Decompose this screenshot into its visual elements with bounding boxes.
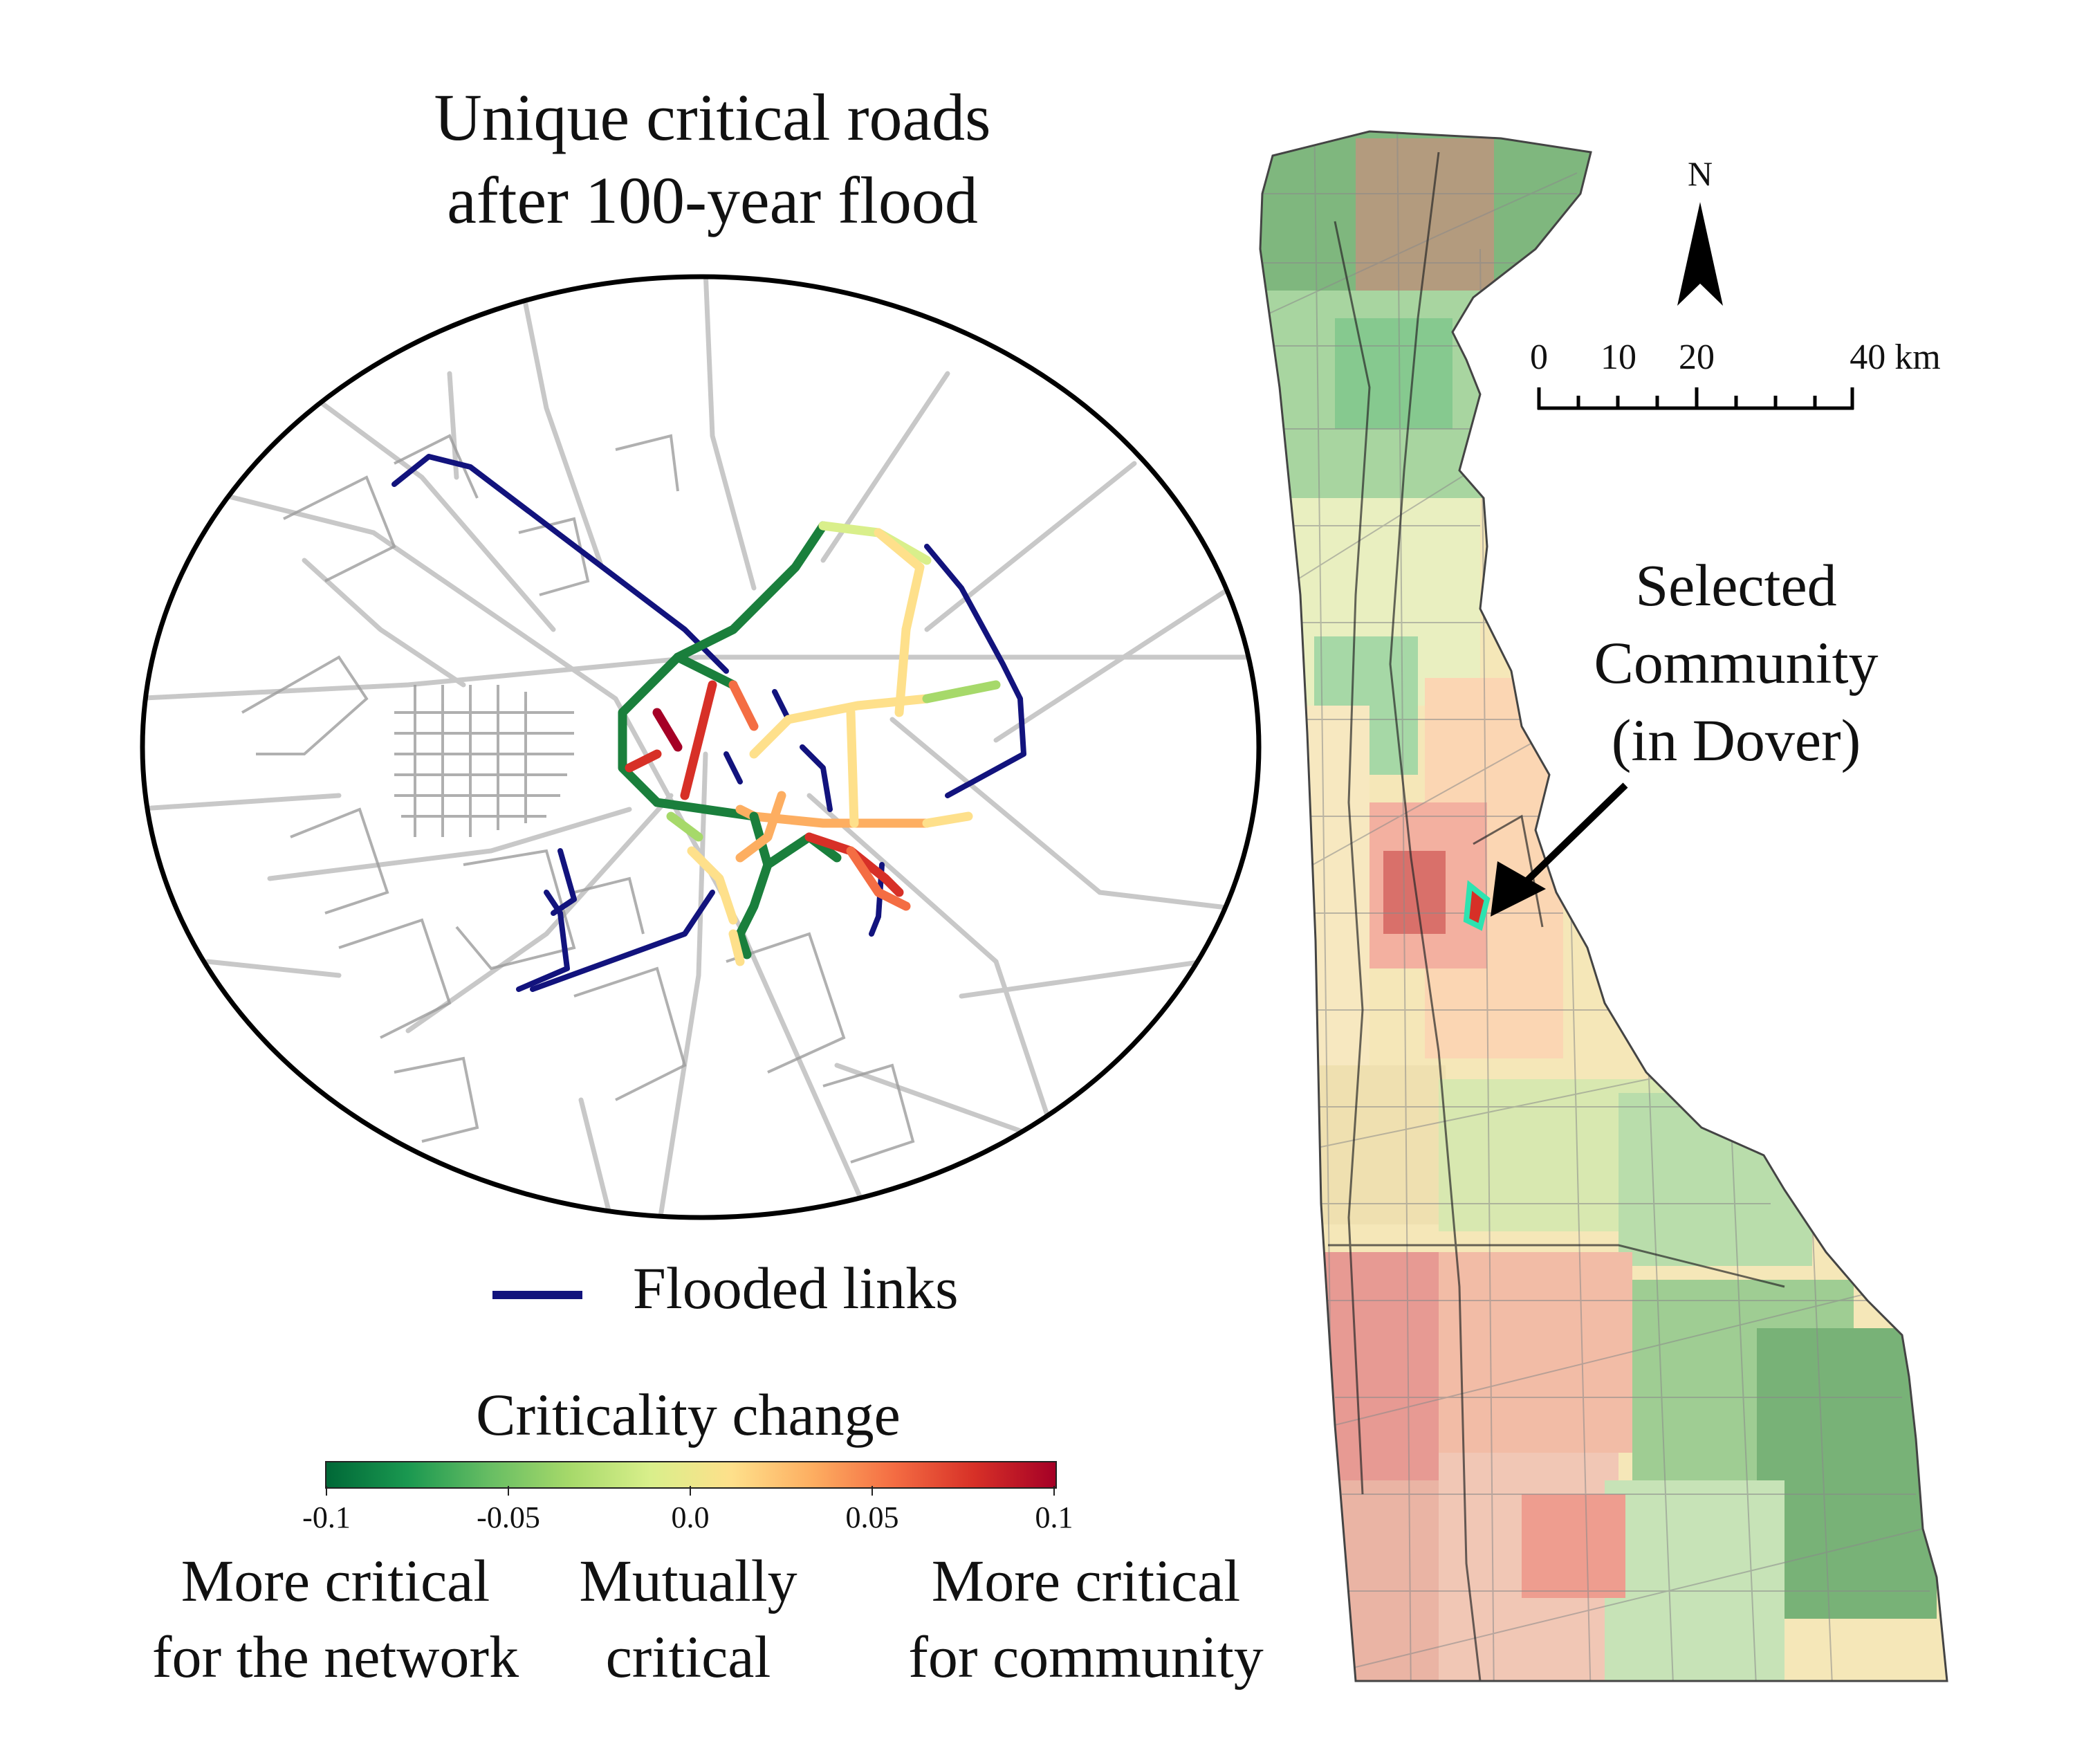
selected-community-line1: Selected	[1635, 552, 1837, 618]
scale-bar	[1537, 387, 1854, 410]
group-label-community-line1: More critical	[931, 1547, 1241, 1614]
inset-frame	[140, 274, 1262, 1220]
scale-label: 20	[1679, 338, 1715, 377]
inset-title: Unique critical roads after 100-year flo…	[297, 76, 1127, 242]
colorbar-tick	[690, 1486, 691, 1496]
selected-community-label: Selected Community (in Dover)	[1556, 546, 1916, 779]
flooded-links	[391, 454, 1026, 992]
flooded-links-swatch	[492, 1291, 582, 1299]
inset-title-line1: Unique critical roads	[434, 80, 991, 154]
scale-label: 40 km	[1850, 338, 1941, 377]
colorbar-title: Criticality change	[476, 1381, 901, 1448]
critical-roads	[618, 521, 1001, 966]
group-label-network: More critical for the network	[124, 1543, 546, 1695]
colorbar-tick-label: 0.05	[845, 1500, 899, 1534]
scale-label: 0	[1530, 338, 1548, 377]
group-label-mutual-line1: Mutually	[579, 1547, 797, 1614]
group-label-mutual: Mutually critical	[540, 1543, 837, 1695]
callout-arrowhead	[1491, 861, 1546, 917]
inset-map	[140, 274, 1262, 1220]
colorbar-tick	[508, 1486, 509, 1496]
state-map	[1259, 130, 1948, 1682]
colorbar-tick-label: 0.1	[1035, 1500, 1073, 1534]
north-label: N	[1687, 154, 1713, 193]
group-label-community: More critical for community	[872, 1543, 1300, 1695]
selected-community-outline	[1463, 880, 1491, 931]
inset-title-line2: after 100-year flood	[447, 163, 978, 237]
colorbar-tick-label: -0.05	[477, 1500, 540, 1534]
group-label-network-line1: More critical	[181, 1547, 490, 1614]
north-arrow-icon	[1677, 202, 1723, 306]
selected-community-line3: (in Dover)	[1611, 707, 1861, 773]
group-label-community-line2: for community	[908, 1624, 1264, 1690]
colorbar-tick	[326, 1486, 327, 1496]
group-label-network-line2: for the network	[151, 1624, 519, 1690]
criticality-colorbar	[325, 1461, 1057, 1489]
inset-road-network	[142, 277, 1259, 1218]
colorbar-tick	[1053, 1486, 1055, 1496]
flooded-links-label: Flooded links	[633, 1255, 959, 1321]
colorbar-tick-label: 0.0	[671, 1500, 710, 1534]
selected-community-line2: Community	[1594, 630, 1879, 696]
colorbar-tick-label: -0.1	[302, 1500, 351, 1534]
group-label-mutual-line2: critical	[605, 1624, 771, 1690]
scale-label: 10	[1601, 338, 1636, 377]
colorbar-tick	[872, 1486, 873, 1496]
